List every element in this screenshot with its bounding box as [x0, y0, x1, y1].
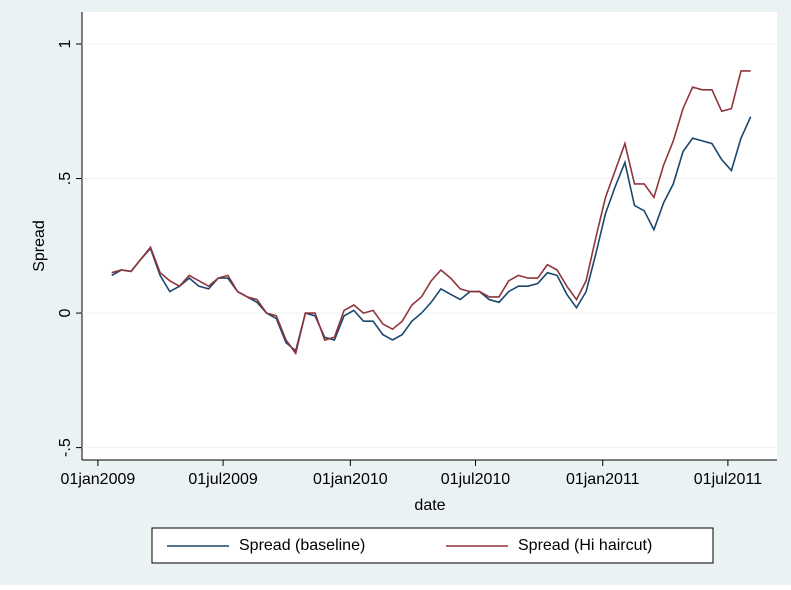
plot-area — [82, 12, 777, 460]
x-tick-label: 01jul2010 — [441, 471, 511, 488]
y-tick-label: 1 — [57, 39, 74, 48]
legend-label: Spread (Hi haircut) — [518, 537, 652, 554]
legend-label: Spread (baseline) — [239, 537, 365, 554]
y-tick-label: .5 — [57, 172, 74, 185]
x-tick-label: 01jan2009 — [61, 471, 136, 488]
x-tick-label: 01jul2009 — [188, 471, 258, 488]
y-tick-label: 0 — [57, 309, 74, 318]
x-tick-label: 01jan2010 — [313, 471, 388, 488]
x-axis-label: date — [414, 497, 445, 514]
y-tick-label: -.5 — [57, 438, 74, 457]
legend — [151, 527, 714, 564]
x-tick-label: 01jul2011 — [694, 471, 762, 488]
y-axis-label: Spread — [31, 220, 48, 272]
x-tick-label: 01jan2011 — [566, 471, 640, 488]
series-line — [111, 70, 751, 356]
